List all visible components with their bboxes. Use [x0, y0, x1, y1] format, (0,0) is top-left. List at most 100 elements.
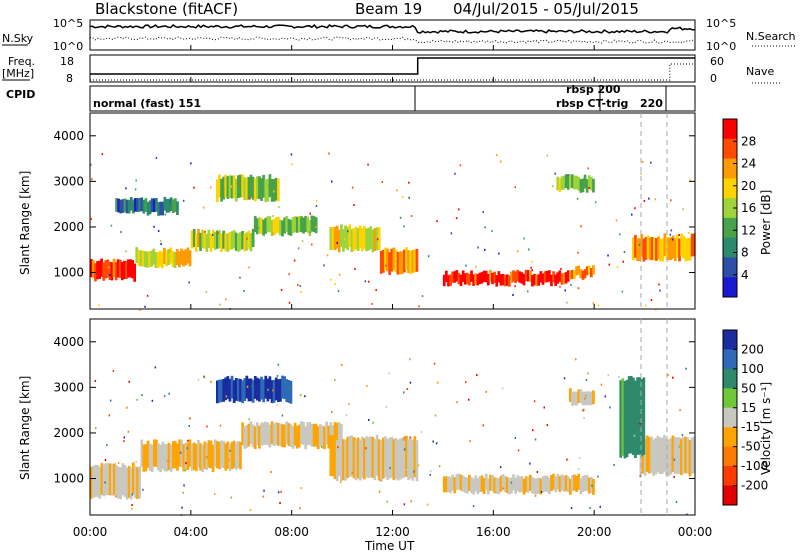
heatmap-speckle — [276, 374, 279, 377]
heatmap-cell — [201, 229, 204, 249]
heatmap-speckle — [482, 211, 484, 214]
heatmap-cell — [677, 437, 681, 474]
heatmap-speckle — [206, 425, 208, 428]
heatmap-speckle — [623, 251, 626, 254]
heatmap-speckle — [364, 280, 367, 283]
heatmap-cell — [197, 440, 200, 468]
heatmap-cell — [274, 422, 278, 446]
heatmap-speckle — [157, 230, 160, 232]
heatmap-speckle — [410, 215, 413, 217]
heatmap-cell — [445, 476, 448, 493]
heatmap-cell — [676, 234, 679, 258]
heatmap-cell — [264, 179, 268, 203]
heatmap-cell — [247, 423, 251, 447]
heatmap-cell — [663, 435, 666, 472]
heatmap-speckle — [403, 438, 405, 441]
heatmap-speckle — [673, 458, 676, 461]
heatmap-cell — [222, 440, 225, 469]
heatmap-cell — [508, 478, 511, 495]
heatmap-speckle — [94, 379, 97, 382]
heatmap-cell — [522, 273, 526, 286]
heatmap-cell — [556, 176, 560, 191]
heatmap-speckle — [229, 449, 231, 452]
nsearch-tick-low: 10^0 — [706, 40, 736, 53]
heatmap-cell — [539, 271, 543, 283]
heatmap-speckle — [533, 400, 536, 403]
heatmap-cell — [243, 233, 247, 252]
heatmap-cell — [579, 389, 583, 403]
heatmap-cell — [116, 259, 120, 278]
heatmap-speckle — [248, 266, 250, 269]
heatmap-speckle — [128, 204, 131, 207]
heatmap-speckle — [115, 495, 117, 498]
heatmap-speckle — [167, 460, 169, 463]
heatmap-speckle — [182, 491, 185, 494]
heatmap-speckle — [450, 232, 453, 235]
heatmap-cell — [686, 238, 690, 261]
heatmap-cell — [137, 249, 141, 266]
x-tick-label: 04:00 — [174, 525, 209, 539]
heatmap-speckle — [650, 299, 653, 302]
heatmap-speckle — [670, 199, 672, 202]
heatmap-cell — [169, 197, 173, 211]
heatmap-cell — [161, 252, 164, 269]
heatmap-speckle — [686, 513, 688, 516]
heatmap-speckle — [472, 505, 475, 508]
heatmap-speckle — [154, 366, 157, 369]
heatmap-cell — [287, 380, 291, 403]
heatmap-cell — [453, 477, 457, 494]
heatmap-speckle — [209, 466, 212, 469]
heatmap-speckle — [429, 473, 431, 476]
heatmap-cell — [293, 422, 297, 446]
heatmap-cell — [344, 225, 347, 249]
heatmap-cell — [363, 438, 366, 480]
heatmap-cell — [621, 378, 625, 456]
heatmap-speckle — [301, 240, 304, 243]
heatmap-speckle — [638, 243, 641, 246]
heatmap-speckle — [607, 254, 609, 257]
heatmap-speckle — [399, 216, 402, 219]
heatmap-cell — [491, 272, 494, 285]
heatmap-cell — [411, 249, 415, 273]
heatmap-cell — [581, 476, 585, 493]
heatmap-cell — [182, 444, 186, 472]
cpid-label: CPID — [6, 88, 35, 101]
x-tick-label: 00:00 — [678, 525, 713, 539]
heatmap-cell — [648, 237, 652, 261]
heatmap-speckle — [655, 308, 657, 311]
heatmap-cell — [648, 437, 651, 474]
heatmap-cell — [348, 224, 352, 248]
heatmap-speckle — [594, 201, 597, 204]
colorbar-tick-label: 200 — [741, 342, 764, 356]
heatmap-speckle — [543, 406, 545, 409]
heatmap-cell — [377, 227, 381, 250]
heatmap-cell — [655, 238, 658, 261]
heatmap-speckle — [597, 304, 600, 307]
heatmap-cell — [577, 265, 581, 275]
heatmap-cell — [569, 270, 572, 280]
heatmap-cell — [503, 476, 507, 492]
heatmap-cell — [232, 440, 236, 469]
heatmap-cell — [468, 474, 471, 491]
heatmap-cell — [283, 376, 286, 400]
heatmap-cell — [98, 260, 101, 279]
heatmap-cell — [442, 274, 446, 287]
heatmap-cell — [564, 174, 568, 188]
heatmap-cell — [682, 436, 685, 474]
heatmap-cell — [539, 478, 543, 495]
heatmap-cell — [638, 238, 641, 262]
heatmap-cell — [361, 436, 364, 478]
heatmap-speckle — [536, 471, 539, 473]
heatmap-speckle — [475, 265, 477, 268]
heatmap-speckle — [546, 424, 549, 427]
heatmap-cell — [653, 237, 656, 261]
heatmap-speckle — [585, 394, 587, 397]
heatmap-speckle — [323, 264, 325, 267]
heatmap-cell — [174, 440, 177, 469]
heatmap-cell — [312, 216, 316, 233]
heatmap-cell — [656, 435, 660, 473]
heatmap-speckle — [417, 464, 420, 467]
heatmap-cell — [272, 219, 276, 236]
heatmap-cell — [190, 230, 194, 249]
heatmap-speckle — [280, 490, 282, 493]
